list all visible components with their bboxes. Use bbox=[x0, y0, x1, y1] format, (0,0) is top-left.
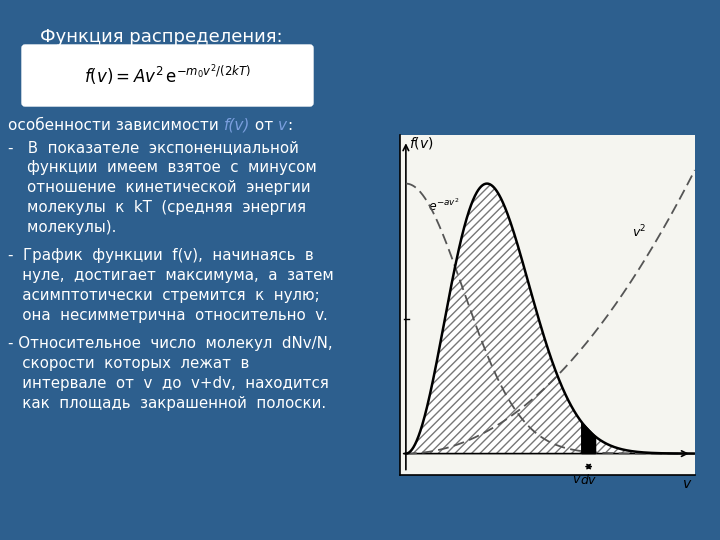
Text: особенности зависимости: особенности зависимости bbox=[8, 118, 224, 133]
Text: Функция распределения:: Функция распределения: bbox=[40, 28, 283, 46]
Text: f(v): f(v) bbox=[224, 118, 250, 133]
Text: - Относительное  число  молекул  dNv/N,: - Относительное число молекул dNv/N, bbox=[8, 336, 333, 351]
Text: $dv$: $dv$ bbox=[580, 473, 598, 487]
Text: $v$: $v$ bbox=[682, 477, 693, 490]
Text: v: v bbox=[278, 118, 287, 133]
Text: $v^2$: $v^2$ bbox=[632, 224, 647, 241]
Text: как  площадь  закрашенной  полоски.: как площадь закрашенной полоски. bbox=[8, 396, 326, 411]
Text: функции  имеем  взятое  с  минусом: функции имеем взятое с минусом bbox=[8, 160, 317, 175]
Text: -   В  показателе  экспоненциальной: - В показателе экспоненциальной bbox=[8, 140, 299, 155]
Text: молекулы).: молекулы). bbox=[8, 220, 117, 235]
Text: интервале  от  v  до  v+dv,  находится: интервале от v до v+dv, находится bbox=[8, 376, 329, 391]
Text: нуле,  достигает  максимума,  а  затем: нуле, достигает максимума, а затем bbox=[8, 268, 334, 283]
Text: асимптотически  стремится  к  нулю;: асимптотически стремится к нулю; bbox=[8, 288, 320, 303]
Text: $f(v)$: $f(v)$ bbox=[409, 135, 433, 151]
FancyBboxPatch shape bbox=[22, 45, 313, 106]
Text: молекулы  к  kT  (средняя  энергия: молекулы к kT (средняя энергия bbox=[8, 200, 306, 215]
Text: $e^{-av^2}$: $e^{-av^2}$ bbox=[428, 197, 459, 214]
Text: она  несимметрична  относительно  v.: она несимметрична относительно v. bbox=[8, 308, 328, 323]
Text: $v$: $v$ bbox=[572, 473, 582, 486]
Text: отношение  кинетической  энергии: отношение кинетической энергии bbox=[8, 180, 310, 195]
Text: :: : bbox=[287, 118, 292, 133]
Text: скорости  которых  лежат  в: скорости которых лежат в bbox=[8, 356, 249, 371]
Text: -  График  функции  f(v),  начинаясь  в: - График функции f(v), начинаясь в bbox=[8, 248, 314, 263]
Text: $f(v) = Av^2\,\mathrm{e}^{-m_0v^2/(2kT)}$: $f(v) = Av^2\,\mathrm{e}^{-m_0v^2/(2kT)}… bbox=[84, 63, 251, 88]
Text: от: от bbox=[250, 118, 278, 133]
Polygon shape bbox=[582, 422, 595, 454]
